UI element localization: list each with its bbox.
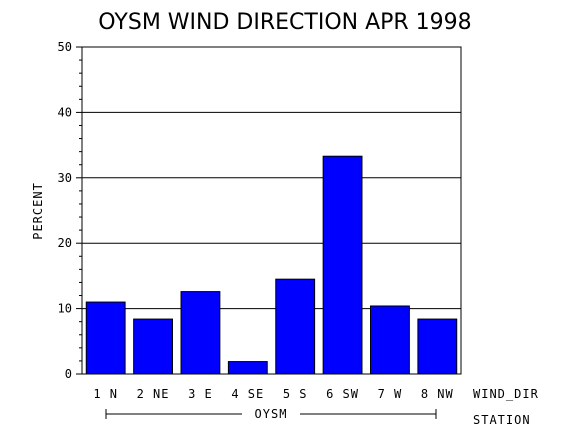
bar — [322, 155, 363, 375]
y-axis-label: PERCENT — [31, 182, 45, 240]
bar — [370, 305, 410, 375]
bar — [180, 291, 221, 375]
plot-frame — [81, 46, 462, 375]
bar — [227, 361, 268, 375]
station-group-label: OYSM — [255, 407, 288, 421]
x-tick-label: 7 W — [378, 387, 403, 401]
grid-lines — [82, 46, 461, 310]
y-tick-label: 30 — [58, 171, 72, 185]
station-axis-label: STATION — [473, 413, 531, 427]
bar — [133, 318, 173, 375]
x-tick-label: 1 N — [93, 387, 118, 401]
x-tick-label: 3 E — [188, 387, 213, 401]
y-tick-label: 50 — [58, 40, 72, 54]
x-tick-label: 4 SE — [231, 387, 264, 401]
x-tick-label: 6 SW — [326, 387, 359, 401]
chart-title: OYSM WIND DIRECTION APR 1998 — [98, 10, 471, 35]
x-tick-label: 8 NW — [421, 387, 454, 401]
y-tick-label: 0 — [65, 367, 72, 381]
y-tick-label: 20 — [58, 236, 72, 250]
x-axis-label: WIND_DIR — [473, 387, 539, 401]
x-tick-label: 5 S — [283, 387, 308, 401]
y-tick-label: 40 — [58, 105, 72, 119]
x-tick-label: 2 NE — [137, 387, 170, 401]
bar — [85, 301, 126, 375]
station-bracket: OYSM — [105, 407, 437, 421]
y-axis-ticks: 0 10 20 30 40 50 — [58, 40, 82, 381]
x-axis-labels: 1 N 2 NE 3 E 4 SE 5 S 6 SW 7 W 8 NW — [93, 387, 454, 401]
bar — [417, 318, 458, 375]
bars — [85, 155, 458, 375]
bar — [275, 278, 316, 375]
y-tick-label: 10 — [58, 302, 72, 316]
